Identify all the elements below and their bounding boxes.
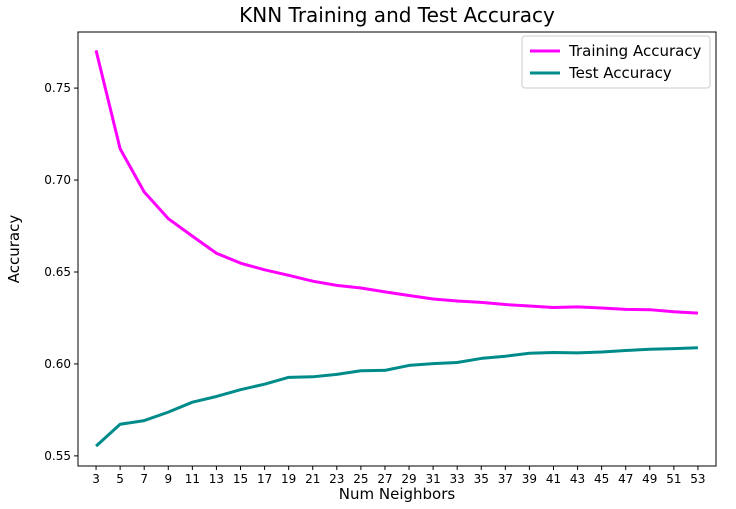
x-tick-label: 53 xyxy=(690,472,705,486)
y-tick-label: 0.60 xyxy=(44,357,71,371)
chart-title: KNN Training and Test Accuracy xyxy=(239,3,555,27)
legend-label: Test Accuracy xyxy=(568,64,672,82)
x-tick-label: 19 xyxy=(281,472,296,486)
x-tick-label: 13 xyxy=(209,472,224,486)
x-tick-label: 3 xyxy=(92,472,100,486)
x-tick-label: 11 xyxy=(185,472,200,486)
plot-frame xyxy=(77,31,717,467)
x-tick-label: 29 xyxy=(401,472,416,486)
legend-box xyxy=(521,35,711,89)
legend-label: Training Accuracy xyxy=(568,42,702,60)
plot-area xyxy=(77,31,717,467)
x-tick-label: 27 xyxy=(377,472,392,486)
x-tick-label: 45 xyxy=(594,472,609,486)
series-line-test-accuracy xyxy=(95,346,698,448)
y-tick-label: 0.55 xyxy=(44,449,71,463)
x-tick-label: 51 xyxy=(666,472,681,486)
y-tick-label: 0.70 xyxy=(44,173,71,187)
y-axis-label: Accuracy xyxy=(5,215,23,284)
x-tick-label: 35 xyxy=(474,472,489,486)
x-tick-label: 25 xyxy=(353,472,368,486)
x-tick-label: 49 xyxy=(642,472,657,486)
x-tick-label: 9 xyxy=(164,472,172,486)
y-tick-label: 0.65 xyxy=(44,265,71,279)
x-tick-label: 33 xyxy=(450,472,465,486)
x-tick-label: 7 xyxy=(140,472,148,486)
x-axis-label: Num Neighbors xyxy=(339,485,456,503)
x-tick-label: 37 xyxy=(498,472,513,486)
x-axis: 3 5 7 9 11 13 15 17 19 21 23 25 27 29 31 33 35 37 39 41 43 45… xyxy=(92,466,706,486)
y-tick-label: 0.75 xyxy=(44,81,71,95)
legend: Training Accuracy Test Accuracy xyxy=(521,35,711,89)
series-line-training-accuracy xyxy=(94,50,699,315)
x-tick-label: 31 xyxy=(425,472,440,486)
y-axis: 0.55 0.60 0.65 0.70 0.75 xyxy=(44,81,78,463)
x-tick-label: 17 xyxy=(257,472,272,486)
x-tick-label: 23 xyxy=(329,472,344,486)
x-tick-label: 21 xyxy=(305,472,320,486)
x-tick-label: 39 xyxy=(522,472,537,486)
x-tick-label: 47 xyxy=(618,472,633,486)
x-tick-label: 41 xyxy=(546,472,561,486)
x-tick-label: 5 xyxy=(116,472,124,486)
x-tick-label: 15 xyxy=(233,472,248,486)
x-tick-label: 43 xyxy=(570,472,585,486)
